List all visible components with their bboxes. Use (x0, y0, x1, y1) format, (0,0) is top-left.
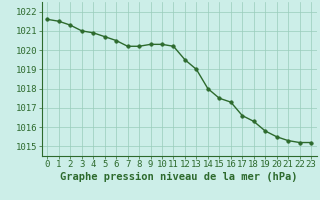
X-axis label: Graphe pression niveau de la mer (hPa): Graphe pression niveau de la mer (hPa) (60, 172, 298, 182)
